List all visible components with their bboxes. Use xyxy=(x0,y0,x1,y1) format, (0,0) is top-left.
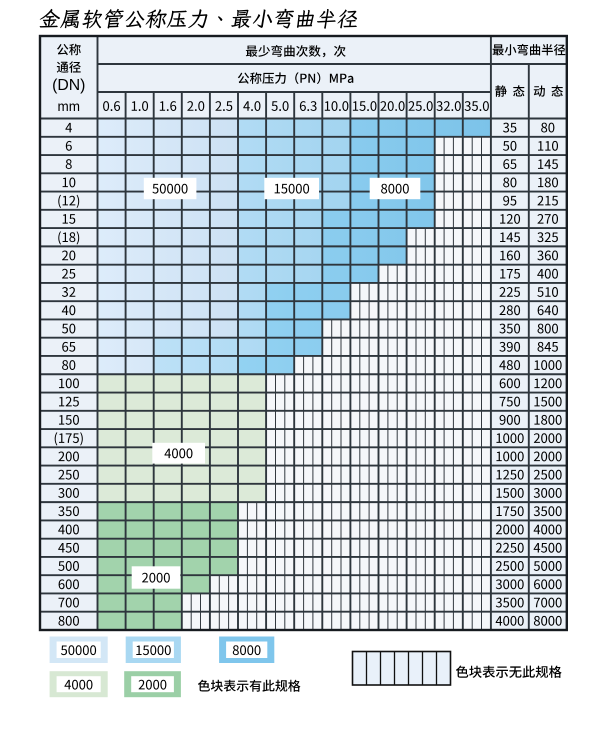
svg-text:(DN): (DN) xyxy=(52,77,85,94)
svg-text:mm: mm xyxy=(58,99,81,114)
